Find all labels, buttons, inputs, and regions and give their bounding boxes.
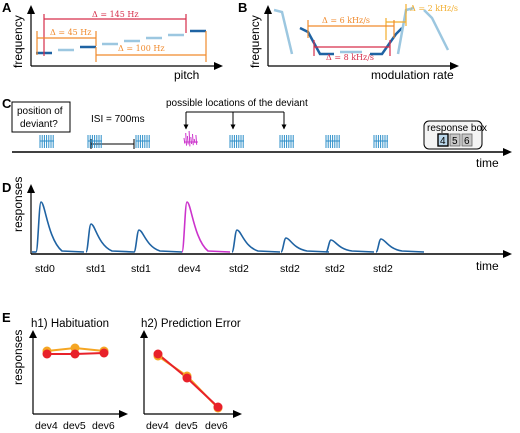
stimulus-trains [39, 130, 388, 148]
panel-a: A frequency pitch Δ = 145 Hz Δ = 45 Hz Δ… [2, 0, 223, 82]
h2-x-arrow [233, 410, 242, 418]
stim-label: std2 [373, 263, 393, 275]
panel-a-letter: A [2, 0, 12, 15]
delta-145-label: Δ = 145 Hz [92, 10, 139, 19]
h1-x-arrow [119, 410, 128, 418]
standard-response-curve [231, 229, 281, 253]
panel-c-time-arrow [503, 148, 512, 156]
standard-stimulus [373, 135, 388, 148]
isi-label: ISI = 700ms [91, 114, 145, 125]
standard-stimulus [87, 135, 102, 148]
panel-a-y-arrow [27, 5, 35, 14]
standard-response-curve [325, 239, 375, 253]
panel-d-time-label: time [476, 259, 499, 273]
fm-tone-light [273, 8, 294, 55]
stim-label: dev4 [178, 263, 201, 275]
response-box-title: response box [427, 123, 487, 134]
panel-b-letter: B [238, 0, 247, 15]
response-key-4-label: 4 [440, 136, 446, 147]
h2-x-tick: dev5 [175, 420, 198, 432]
deviant-stimulus [183, 130, 198, 147]
stimulus-labels: std0 std1 std1 dev4 std2 std2 std2 std2 [35, 263, 393, 275]
delta-6-label: Δ = 6 kHz/s [322, 16, 370, 25]
h2-red-point [153, 349, 163, 359]
panel-b-y-arrow [264, 5, 272, 14]
standard-response-curve [85, 223, 135, 253]
h1-y-arrow [29, 330, 37, 338]
panel-e-letter: E [2, 310, 11, 325]
panel-a-ylabel: frequency [11, 15, 25, 68]
panel-b: B frequency modulation rate Δ = 2 kHz/s … [238, 0, 459, 82]
panel-b-xlabel: modulation rate [371, 68, 454, 82]
fm-tone-dark [370, 27, 403, 56]
h1-x-tick: dev4 [35, 420, 58, 432]
stim-label: std0 [35, 263, 55, 275]
standard-response-curve [375, 238, 425, 253]
position-box [11, 101, 71, 133]
deviant-response-curve [181, 201, 231, 253]
response-key-5-label: 5 [452, 136, 458, 147]
response-key-5[interactable] [449, 133, 461, 147]
h2-x-tick: dev6 [205, 420, 228, 432]
h1-red-point [42, 349, 52, 359]
h1-x-tick: dev6 [92, 420, 115, 432]
panel-e-ylabel: responses [11, 330, 25, 385]
standard-response-curve [280, 237, 330, 253]
stim-label: std1 [86, 263, 106, 275]
standard-stimulus [229, 135, 244, 148]
h2-x-tick: dev4 [146, 420, 169, 432]
panel-d-letter: D [2, 180, 11, 195]
stim-label: std2 [325, 263, 345, 275]
panel-a-x-arrow [214, 62, 223, 70]
panel-d-ylabel: responses [11, 177, 25, 232]
panel-c: C position of deviant? ISI = 700ms possi… [2, 96, 512, 170]
panel-c-letter: C [2, 96, 12, 111]
standard-stimulus [325, 135, 340, 148]
panel-a-xlabel: pitch [174, 68, 199, 82]
panel-d-y-arrow [27, 184, 35, 193]
panel-d-time-arrow [503, 250, 512, 258]
panel-b-x-arrow [450, 62, 459, 70]
stim-label: std2 [229, 263, 249, 275]
delta-100-label: Δ = 100 Hz [118, 44, 165, 53]
possible-locations-label: possible locations of the deviant [166, 98, 308, 109]
delta-2-label: Δ = 2 kHz/s [410, 4, 458, 13]
standard-stimulus [135, 135, 150, 148]
response-key-6[interactable] [461, 133, 473, 147]
standard-response-curve [133, 229, 183, 253]
delta-45-label: Δ = 45 Hz [50, 28, 91, 37]
h2-title: h2) Prediction Error [141, 318, 241, 330]
h2-y-arrow [140, 330, 148, 338]
standard-stimulus [279, 135, 294, 148]
h2-red-point [213, 402, 223, 412]
panel-e: E responses h1) Habituation dev4 dev5 de… [2, 310, 242, 432]
fm-tone-dark [299, 26, 334, 56]
panel-c-time-label: time [476, 156, 499, 170]
delta-8-label: Δ = 8 kHz/s [326, 53, 374, 62]
response-key-6-label: 6 [464, 136, 470, 147]
standard-response-curve [35, 201, 85, 253]
h2-red-point [182, 373, 192, 383]
position-box-line-2: deviant? [20, 119, 58, 130]
h1-x-tick: dev5 [63, 420, 86, 432]
response-curves [32, 201, 425, 253]
h1-title: h1) Habituation [31, 318, 109, 330]
response-key-4[interactable] [437, 133, 449, 147]
h1-red-point [70, 349, 80, 359]
position-box-line-1: position of [17, 106, 63, 117]
panel-b-ylabel: frequency [248, 15, 262, 68]
stim-label: std1 [131, 263, 151, 275]
h1-red-point [99, 348, 109, 358]
panel-d: D responses time std0 std1 std1 dev4 std… [2, 177, 512, 275]
fm-tone-light [423, 9, 450, 51]
standard-stimulus [39, 135, 54, 148]
stim-label: std2 [280, 263, 300, 275]
